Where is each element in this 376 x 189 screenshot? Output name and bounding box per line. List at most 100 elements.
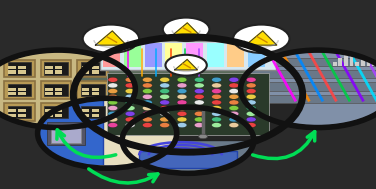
Bar <box>81 106 105 118</box>
Circle shape <box>229 77 239 82</box>
Bar <box>45 114 53 117</box>
Circle shape <box>194 111 204 116</box>
Circle shape <box>108 106 118 111</box>
Bar <box>44 106 68 118</box>
Bar <box>107 73 269 135</box>
Bar <box>47 122 85 145</box>
Bar <box>55 66 62 69</box>
Polygon shape <box>246 31 277 45</box>
Bar <box>92 66 99 69</box>
Bar <box>81 62 105 75</box>
Bar <box>18 66 26 69</box>
Bar <box>92 114 99 117</box>
Bar <box>186 43 203 67</box>
Circle shape <box>194 100 204 105</box>
Polygon shape <box>96 31 126 45</box>
Circle shape <box>108 111 118 116</box>
Circle shape <box>160 111 170 116</box>
Bar <box>4 60 35 77</box>
Bar <box>92 109 99 112</box>
Bar <box>18 114 26 117</box>
Bar <box>227 43 244 67</box>
Bar <box>45 92 53 95</box>
Circle shape <box>125 111 135 116</box>
Bar <box>4 103 35 121</box>
Circle shape <box>108 77 118 82</box>
Circle shape <box>73 37 303 152</box>
Circle shape <box>143 117 152 122</box>
Bar <box>243 94 376 103</box>
Bar <box>55 70 62 74</box>
Circle shape <box>83 25 139 53</box>
Bar <box>103 98 177 168</box>
Circle shape <box>125 77 135 82</box>
Circle shape <box>212 117 221 122</box>
Bar <box>145 43 162 67</box>
Circle shape <box>160 123 170 128</box>
Circle shape <box>143 83 152 88</box>
Circle shape <box>38 98 177 168</box>
Circle shape <box>177 117 187 122</box>
Circle shape <box>108 83 118 88</box>
Circle shape <box>194 83 204 88</box>
Bar <box>8 114 16 117</box>
Bar <box>367 53 370 66</box>
Circle shape <box>246 83 256 88</box>
Bar <box>139 151 237 168</box>
Bar <box>361 58 365 66</box>
Circle shape <box>246 94 256 99</box>
Bar <box>44 62 68 75</box>
Circle shape <box>229 123 239 128</box>
Circle shape <box>233 25 290 53</box>
Circle shape <box>246 77 256 82</box>
Circle shape <box>160 100 170 105</box>
Circle shape <box>143 106 152 111</box>
Circle shape <box>229 94 239 99</box>
Circle shape <box>246 89 256 94</box>
Bar <box>38 165 177 168</box>
Bar <box>41 60 71 77</box>
Circle shape <box>160 94 170 99</box>
Bar <box>350 48 353 66</box>
Bar <box>243 70 376 78</box>
Circle shape <box>160 77 170 82</box>
Bar <box>55 92 62 95</box>
Circle shape <box>143 100 152 105</box>
Circle shape <box>122 107 254 173</box>
Bar <box>44 84 68 96</box>
Bar <box>18 92 26 95</box>
Bar <box>207 43 224 67</box>
Circle shape <box>160 117 170 122</box>
Bar <box>8 84 31 96</box>
Circle shape <box>143 89 152 94</box>
Circle shape <box>212 94 221 99</box>
Circle shape <box>212 123 221 128</box>
Bar <box>92 70 99 74</box>
Circle shape <box>143 94 152 99</box>
Bar <box>338 58 342 66</box>
Bar <box>45 70 53 74</box>
Circle shape <box>212 111 221 116</box>
Circle shape <box>143 123 152 128</box>
Bar <box>92 92 99 95</box>
Circle shape <box>108 123 118 128</box>
Bar <box>243 58 376 66</box>
Circle shape <box>177 77 187 82</box>
Bar <box>122 169 254 173</box>
Bar <box>51 128 81 143</box>
Bar <box>45 88 53 91</box>
Bar <box>77 81 108 99</box>
Bar <box>103 43 120 67</box>
Circle shape <box>194 94 204 99</box>
Circle shape <box>0 50 135 128</box>
Bar <box>124 43 141 67</box>
Circle shape <box>73 37 303 152</box>
Bar <box>165 43 182 67</box>
Circle shape <box>108 94 118 99</box>
Circle shape <box>177 106 187 111</box>
Bar <box>18 70 26 74</box>
Polygon shape <box>173 23 199 35</box>
Circle shape <box>194 106 204 111</box>
Circle shape <box>246 117 256 122</box>
Circle shape <box>194 77 204 82</box>
